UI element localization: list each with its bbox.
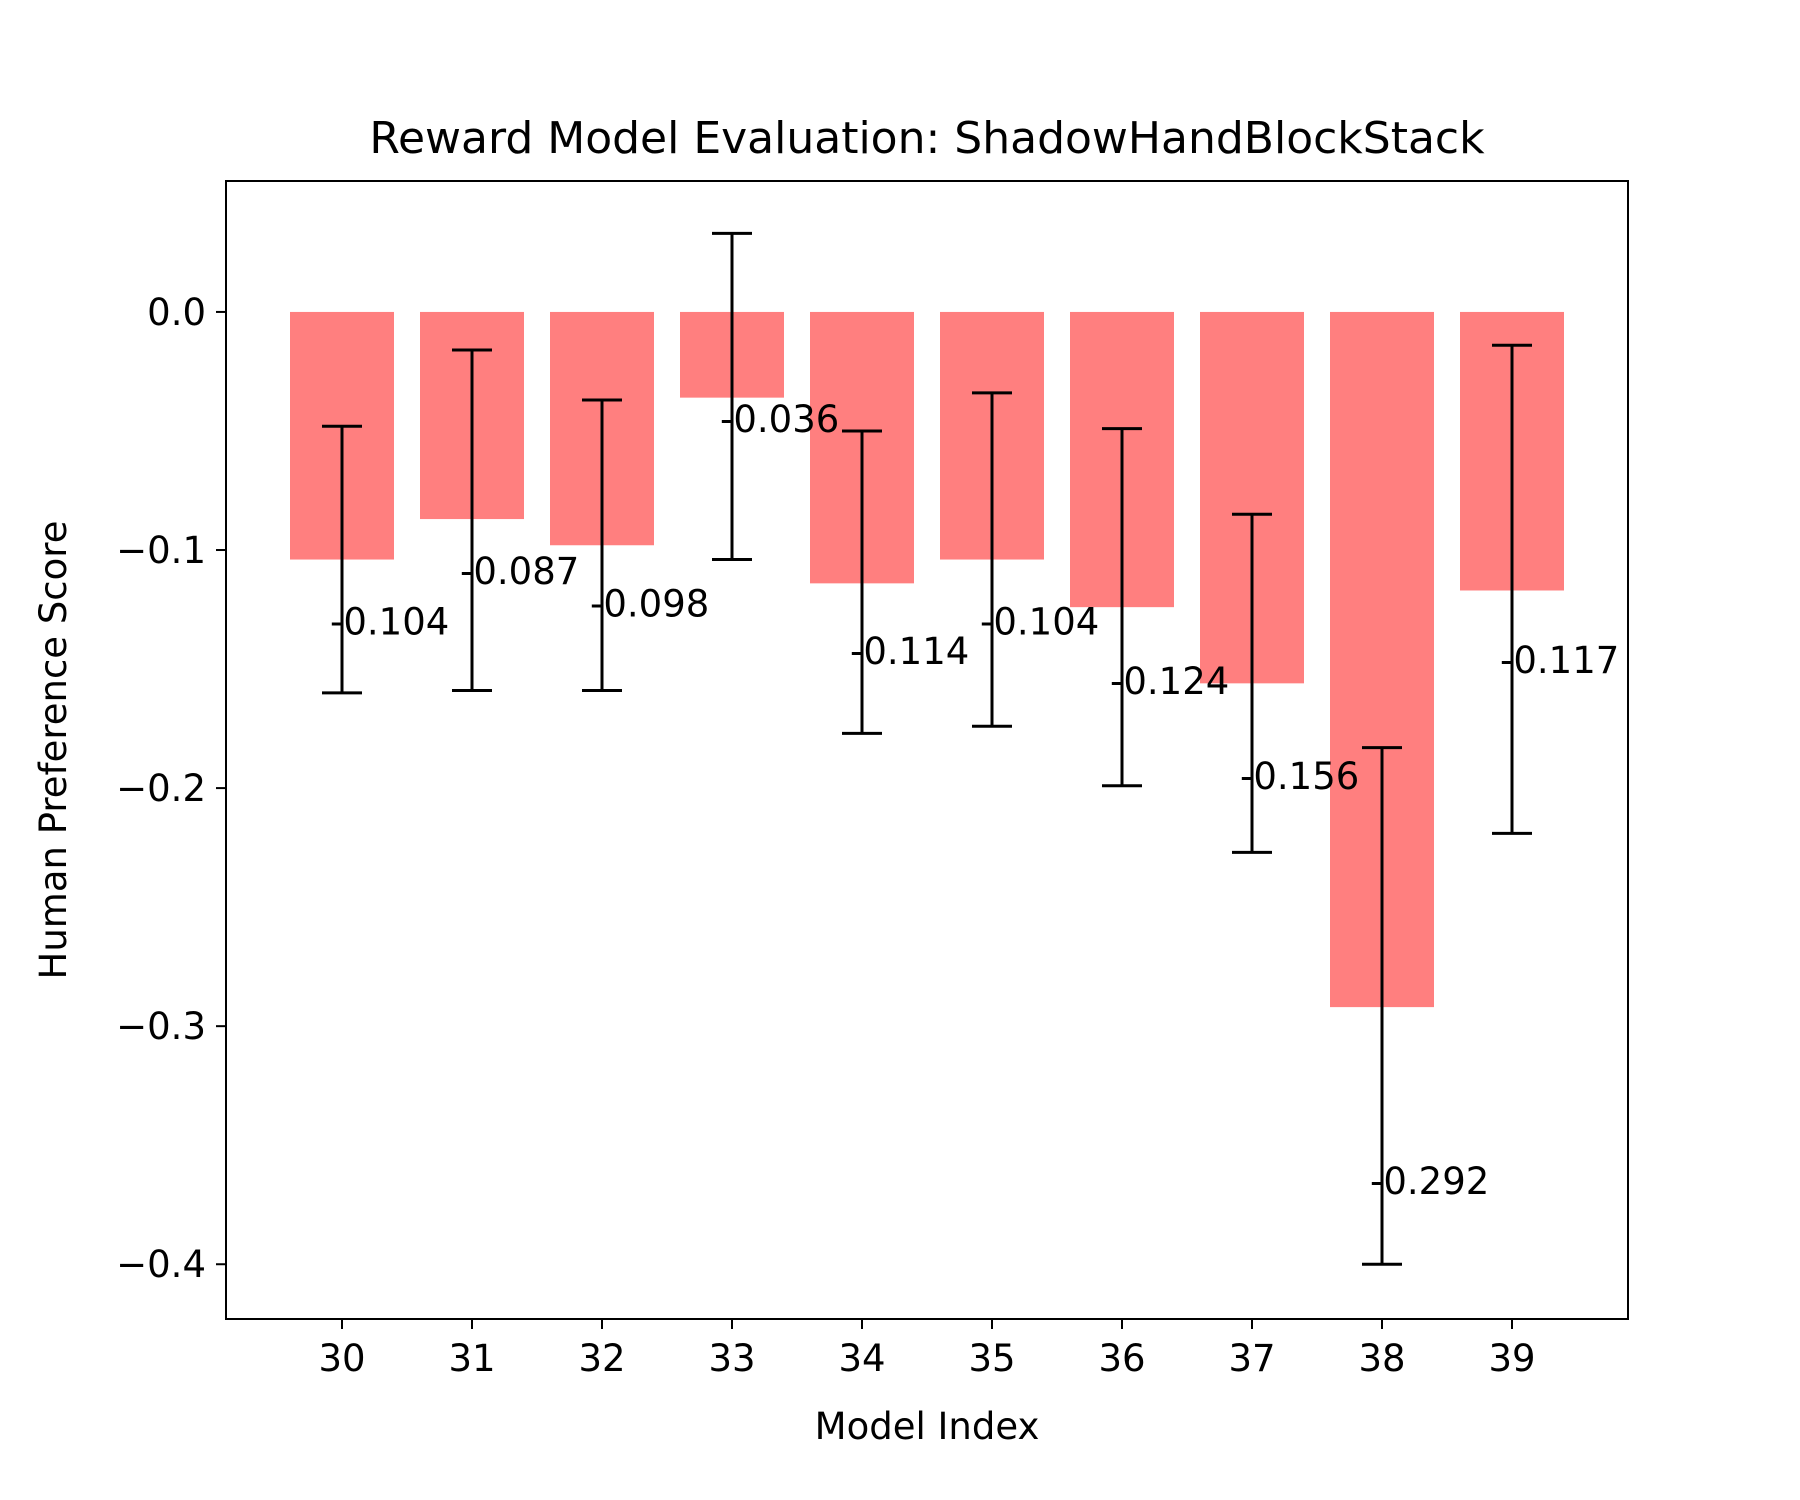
data-label-38: -0.292	[1370, 1160, 1489, 1203]
x-tick-label-38: 38	[1358, 1337, 1405, 1380]
plot-frame	[225, 180, 1629, 1320]
y-tick-label-1: −0.1	[116, 529, 206, 572]
data-label-33: -0.036	[720, 398, 839, 441]
chart-title: Reward Model Evaluation: ShadowHandBlock…	[369, 113, 1485, 164]
x-tick-label-36: 36	[1098, 1337, 1145, 1380]
x-tick-label-30: 30	[318, 1337, 365, 1380]
error-bars-group	[322, 231, 1532, 1266]
data-label-31: -0.087	[460, 550, 579, 593]
x-axis-ticks: 30 31 32 33 34 35 36 37 38 39	[318, 1319, 1536, 1380]
data-label-35: -0.104	[980, 600, 1099, 643]
y-tick-label-3: −0.3	[116, 1005, 206, 1048]
data-label-36: -0.124	[1110, 660, 1229, 703]
x-tick-label-35: 35	[968, 1337, 1015, 1380]
x-tick-label-34: 34	[838, 1337, 885, 1380]
x-tick-label-31: 31	[448, 1337, 495, 1380]
data-label-30: -0.104	[330, 600, 449, 643]
x-tick-label-33: 33	[708, 1337, 755, 1380]
x-tick-label-39: 39	[1488, 1337, 1535, 1380]
y-axis-label: Human Preference Score	[32, 521, 75, 980]
y-tick-label-2: −0.2	[116, 767, 206, 810]
y-tick-label-0: 0.0	[147, 291, 206, 334]
y-tick-label-4: −0.4	[116, 1243, 206, 1286]
data-labels-group: -0.104 -0.087 -0.098 -0.036 -0.114 -0.104 -0.1…	[330, 398, 1619, 1203]
x-axis-label: Model Index	[815, 1405, 1040, 1448]
data-label-32: -0.098	[590, 583, 709, 626]
y-axis-ticks: 0.0 −0.1 −0.2 −0.3 −0.4	[116, 291, 226, 1286]
data-label-39: -0.117	[1500, 639, 1619, 682]
data-label-37: -0.156	[1240, 755, 1359, 798]
x-tick-label-37: 37	[1228, 1337, 1275, 1380]
x-tick-label-32: 32	[578, 1337, 625, 1380]
data-label-34: -0.114	[850, 630, 969, 673]
